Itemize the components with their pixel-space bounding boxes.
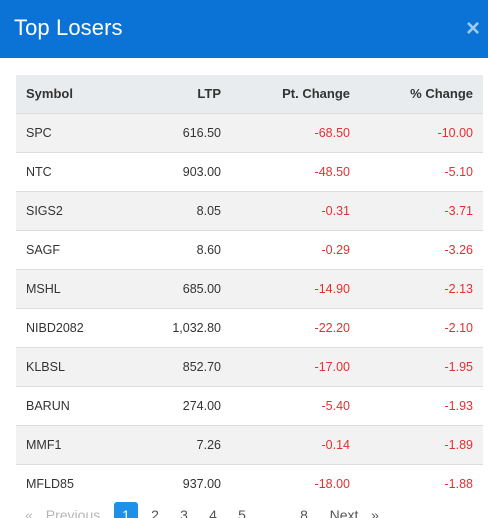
cell-pt-change: -0.31 xyxy=(321,203,351,218)
cell-ltp: 903.00 xyxy=(182,164,221,179)
cell-symbol: NTC xyxy=(26,164,52,179)
cell-pct-change: -1.93 xyxy=(444,398,474,413)
cell-pt-change: -22.20 xyxy=(314,320,350,335)
cell-symbol: SIGS2 xyxy=(26,203,63,218)
cell-symbol: SPC xyxy=(26,125,52,140)
pagination: « Previous 1 2 3 4 5 ... 8 Next » xyxy=(16,502,476,518)
cell-ltp: 937.00 xyxy=(182,476,221,491)
cell-pt-change: -68.50 xyxy=(314,125,350,140)
cell-pct-change: -1.88 xyxy=(444,476,474,491)
cell-pt-change: -0.14 xyxy=(321,437,351,452)
modal-title: Top Losers xyxy=(14,15,123,40)
column-header-ltp[interactable]: LTP xyxy=(197,86,221,102)
table-header-row: Symbol LTP Pt. Change % Change xyxy=(16,75,483,113)
last-page-link[interactable]: » xyxy=(371,507,379,518)
cell-pt-change: -18.00 xyxy=(314,476,350,491)
table-row[interactable]: MMF1 7.26 -0.14 -1.89 xyxy=(16,425,483,464)
page-link-2[interactable]: 2 xyxy=(151,507,159,518)
cell-pt-change: -0.29 xyxy=(321,242,351,257)
column-header-pct-change[interactable]: % Change xyxy=(410,86,473,102)
cell-ltp: 616.50 xyxy=(182,125,221,140)
pagination-ellipsis: ... xyxy=(267,507,279,518)
close-icon[interactable]: × xyxy=(465,15,480,42)
page-link-1[interactable]: 1 xyxy=(114,502,138,518)
cell-symbol: BARUN xyxy=(26,398,70,413)
cell-symbol: KLBSL xyxy=(26,359,65,374)
table-row[interactable]: SAGF 8.60 -0.29 -3.26 xyxy=(16,230,483,269)
losers-table: Symbol LTP Pt. Change % Change SPC 616.5… xyxy=(16,75,483,503)
cell-ltp: 7.26 xyxy=(196,437,221,452)
cell-pt-change: -48.50 xyxy=(314,164,350,179)
cell-ltp: 852.70 xyxy=(182,359,221,374)
cell-symbol: MMF1 xyxy=(26,437,62,452)
cell-ltp: 1,032.80 xyxy=(172,320,221,335)
cell-ltp: 8.60 xyxy=(196,242,221,257)
previous-page-link[interactable]: Previous xyxy=(45,507,101,518)
cell-symbol: MSHL xyxy=(26,281,61,296)
page-link-5[interactable]: 5 xyxy=(238,507,246,518)
cell-pct-change: -5.10 xyxy=(444,164,474,179)
page-link-4[interactable]: 4 xyxy=(209,507,217,518)
cell-pct-change: -3.26 xyxy=(444,242,474,257)
cell-pct-change: -3.71 xyxy=(444,203,474,218)
table-row[interactable]: KLBSL 852.70 -17.00 -1.95 xyxy=(16,347,483,386)
cell-symbol: MFLD85 xyxy=(26,476,74,491)
cell-symbol: SAGF xyxy=(26,242,61,257)
cell-pt-change: -5.40 xyxy=(321,398,351,413)
cell-ltp: 8.05 xyxy=(196,203,221,218)
cell-pct-change: -1.89 xyxy=(444,437,474,452)
first-page-link[interactable]: « xyxy=(25,507,33,518)
table-row[interactable]: SIGS2 8.05 -0.31 -3.71 xyxy=(16,191,483,230)
cell-pct-change: -10.00 xyxy=(437,125,473,140)
cell-pct-change: -1.95 xyxy=(444,359,474,374)
table-row[interactable]: SPC 616.50 -68.50 -10.00 xyxy=(16,113,483,152)
cell-pct-change: -2.13 xyxy=(444,281,474,296)
column-header-symbol[interactable]: Symbol xyxy=(26,86,73,102)
table-row[interactable]: MSHL 685.00 -14.90 -2.13 xyxy=(16,269,483,308)
table-row[interactable]: NIBD2082 1,032.80 -22.20 -2.10 xyxy=(16,308,483,347)
cell-pt-change: -14.90 xyxy=(314,281,350,296)
cell-symbol: NIBD2082 xyxy=(26,320,84,335)
next-page-link[interactable]: Next xyxy=(329,507,359,518)
cell-pt-change: -17.00 xyxy=(314,359,350,374)
modal-header: Top Losers × xyxy=(0,0,488,58)
cell-ltp: 685.00 xyxy=(182,281,221,296)
cell-ltp: 274.00 xyxy=(182,398,221,413)
page-link-8[interactable]: 8 xyxy=(300,507,308,518)
cell-pct-change: -2.10 xyxy=(444,320,474,335)
table-row[interactable]: MFLD85 937.00 -18.00 -1.88 xyxy=(16,464,483,503)
table-row[interactable]: NTC 903.00 -48.50 -5.10 xyxy=(16,152,483,191)
page-link-3[interactable]: 3 xyxy=(180,507,188,518)
losers-table-container: Symbol LTP Pt. Change % Change SPC 616.5… xyxy=(16,75,483,503)
column-header-pt-change[interactable]: Pt. Change xyxy=(282,86,350,102)
table-row[interactable]: BARUN 274.00 -5.40 -1.93 xyxy=(16,386,483,425)
